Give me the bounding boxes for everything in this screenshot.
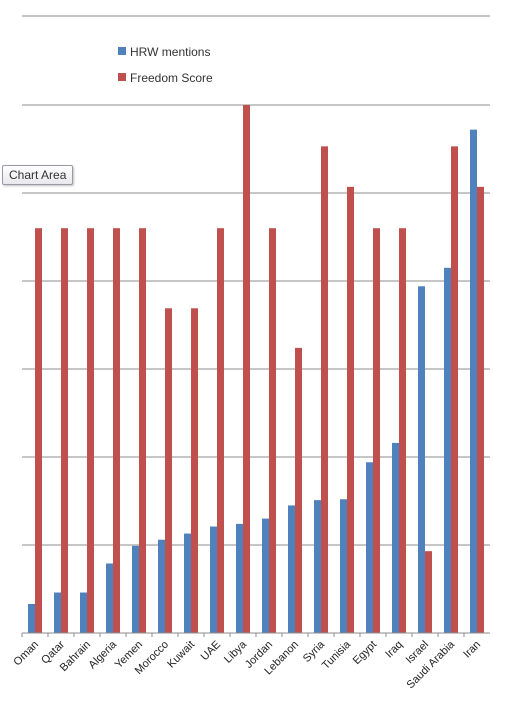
bar-hrw-mentions-qatar[interactable] bbox=[54, 592, 61, 633]
bar-freedom-score-lebanon[interactable] bbox=[295, 347, 302, 633]
bar-hrw-mentions-oman[interactable] bbox=[28, 603, 35, 633]
legend-label-hrw-mentions: HRW mentions bbox=[130, 45, 210, 59]
x-tick-label-algeria: Algeria bbox=[86, 638, 119, 671]
bar-freedom-score-qatar[interactable] bbox=[61, 228, 68, 633]
bar-hrw-mentions-uae[interactable] bbox=[210, 526, 217, 633]
bar-hrw-mentions-jordan[interactable] bbox=[262, 518, 269, 633]
x-tick-label-iraq: Iraq bbox=[383, 639, 405, 661]
bar-freedom-score-bahrain[interactable] bbox=[87, 228, 94, 633]
bar-hrw-mentions-israel[interactable] bbox=[418, 286, 425, 633]
bar-hrw-mentions-lebanon[interactable] bbox=[288, 505, 295, 633]
bar-freedom-score-iran[interactable] bbox=[477, 186, 484, 633]
bar-freedom-score-morocco[interactable] bbox=[165, 308, 172, 633]
bars bbox=[21, 105, 484, 637]
bar-freedom-score-syria[interactable] bbox=[321, 146, 328, 634]
bar-freedom-score-saudi-arabia[interactable] bbox=[451, 146, 458, 634]
bar-freedom-score-egypt[interactable] bbox=[373, 228, 380, 633]
bar-hrw-mentions-egypt[interactable] bbox=[366, 462, 373, 633]
legend-swatch-hrw-mentions bbox=[118, 47, 126, 55]
bar-freedom-score-yemen[interactable] bbox=[139, 228, 146, 633]
legend-label-freedom-score: Freedom Score bbox=[130, 71, 213, 85]
bar-hrw-mentions-yemen[interactable] bbox=[132, 545, 139, 633]
bar-freedom-score-libya[interactable] bbox=[243, 105, 250, 633]
bar-freedom-score-israel[interactable] bbox=[425, 551, 432, 633]
chart-area-tooltip: Chart Area bbox=[2, 165, 74, 185]
bar-hrw-mentions-libya[interactable] bbox=[236, 523, 243, 633]
bar-freedom-score-kuwait[interactable] bbox=[191, 308, 198, 633]
bar-hrw-mentions-syria[interactable] bbox=[314, 500, 321, 633]
bar-freedom-score-tunisia[interactable] bbox=[347, 186, 354, 633]
x-tick-label-kuwait: Kuwait bbox=[165, 639, 197, 671]
bar-hrw-mentions-iraq[interactable] bbox=[392, 442, 399, 633]
bar-freedom-score-algeria[interactable] bbox=[113, 228, 120, 633]
bar-hrw-mentions-saudi-arabia[interactable] bbox=[444, 267, 451, 633]
x-tick-label-oman: Oman bbox=[11, 639, 41, 669]
bar-hrw-mentions-kuwait[interactable] bbox=[184, 533, 191, 633]
x-tick-label-iran: Iran bbox=[461, 639, 483, 661]
bar-hrw-mentions-iran[interactable] bbox=[470, 129, 477, 633]
x-tick-label-tunisia: Tunisia bbox=[320, 638, 354, 672]
bar-freedom-score-jordan[interactable] bbox=[269, 228, 276, 633]
legend-swatch-freedom-score bbox=[118, 73, 126, 81]
bar-freedom-score-uae[interactable] bbox=[217, 228, 224, 633]
bar-freedom-score-oman[interactable] bbox=[35, 228, 42, 633]
gridlines bbox=[22, 15, 490, 546]
bar-hrw-mentions-algeria[interactable] bbox=[106, 563, 113, 633]
bar-freedom-score-iraq[interactable] bbox=[399, 228, 406, 633]
bar-hrw-mentions-tunisia[interactable] bbox=[340, 499, 347, 633]
x-tick-label-uae: UAE bbox=[199, 639, 223, 663]
x-tick-labels: OmanQatarBahrainAlgeriaYemenMoroccoKuwai… bbox=[11, 638, 483, 691]
bar-hrw-mentions-morocco[interactable] bbox=[158, 539, 165, 633]
x-tick-label-egypt: Egypt bbox=[351, 639, 379, 667]
bar-hrw-mentions-bahrain[interactable] bbox=[80, 592, 87, 633]
legend: HRW mentions Freedom Score bbox=[118, 45, 213, 85]
